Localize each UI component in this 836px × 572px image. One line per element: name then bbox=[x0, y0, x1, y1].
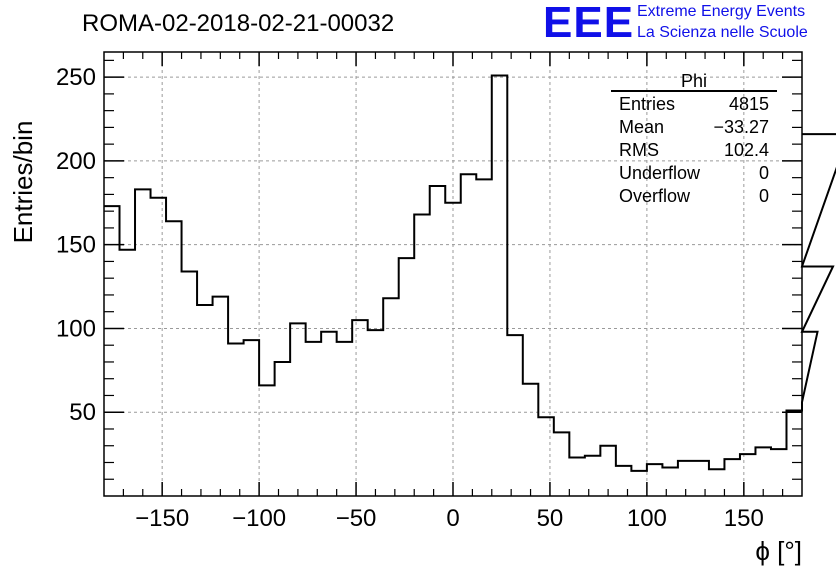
x-axis-title: ϕ [°] bbox=[755, 536, 802, 566]
run-title: ROMA-02-2018-02-21-00032 bbox=[82, 10, 395, 37]
stats-box: Phi Entries 4815 Mean −33.27 RMS 102.4 Underfl… bbox=[611, 71, 777, 206]
x-tick-label: 0 bbox=[446, 505, 459, 532]
logo-subtitle-line2: La Scienza nelle Scuole bbox=[637, 24, 808, 41]
axis-ticks bbox=[104, 52, 802, 496]
stats-row-label: RMS bbox=[619, 140, 659, 160]
stats-row-label: Underflow bbox=[619, 163, 701, 183]
eee-logo: EEE bbox=[543, 0, 635, 47]
y-tick-label: 250 bbox=[56, 64, 96, 91]
x-tick-labels: −150 −100 −50 0 50 100 150 bbox=[135, 505, 764, 532]
y-tick-label: 200 bbox=[56, 148, 96, 175]
x-tick-label: −150 bbox=[135, 505, 189, 532]
stats-row-label: Entries bbox=[619, 94, 675, 114]
x-tick-label: 50 bbox=[537, 505, 564, 532]
y-tick-labels: 50 100 150 200 250 bbox=[56, 64, 96, 426]
y-tick-label: 100 bbox=[56, 315, 96, 342]
x-tick-label: 100 bbox=[627, 505, 667, 532]
x-tick-label: −50 bbox=[336, 505, 377, 532]
logo-subtitle-line1: Extreme Energy Events bbox=[637, 3, 806, 20]
histogram-line bbox=[104, 74, 836, 472]
grid-lines bbox=[104, 52, 802, 496]
stats-row-label: Mean bbox=[619, 117, 664, 137]
plot-frame bbox=[103, 51, 803, 497]
y-tick-label: 150 bbox=[56, 232, 96, 259]
stats-row-label: Overflow bbox=[619, 186, 691, 206]
stats-row-value: 102.4 bbox=[724, 140, 769, 160]
stats-row-value: 0 bbox=[759, 163, 769, 183]
x-tick-label: −100 bbox=[232, 505, 286, 532]
y-axis-title: Entries/bin bbox=[8, 121, 38, 244]
y-tick-label: 50 bbox=[69, 399, 96, 426]
x-tick-label: 150 bbox=[724, 505, 764, 532]
stats-row-value: 4815 bbox=[729, 94, 769, 114]
stats-row-value: −33.27 bbox=[713, 117, 769, 137]
stats-title: Phi bbox=[681, 71, 707, 91]
stats-row-value: 0 bbox=[759, 186, 769, 206]
